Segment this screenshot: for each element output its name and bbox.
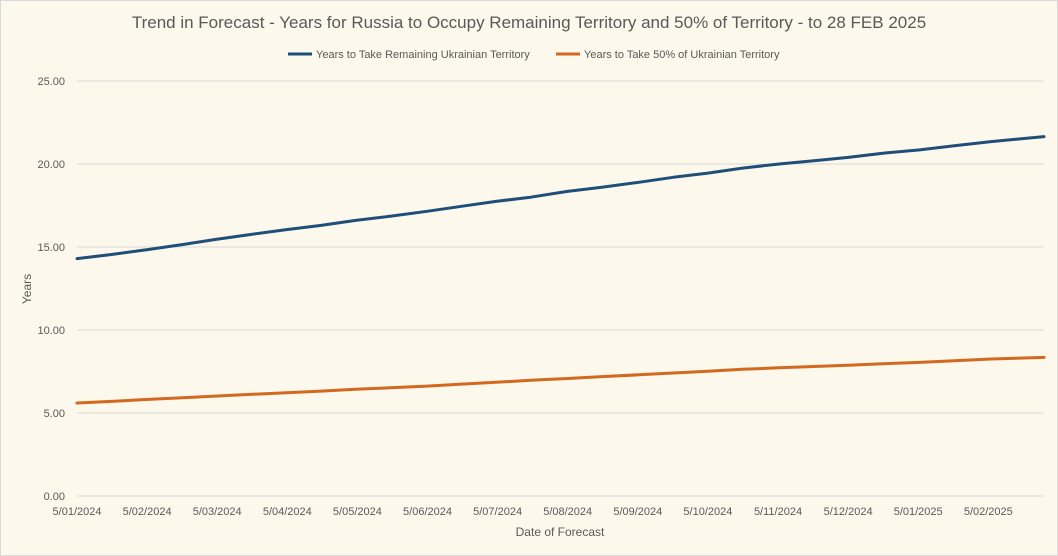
y-tick-label: 15.00 (37, 242, 65, 254)
x-axis-ticks: 5/01/2024 5/02/2024 5/03/2024 5/04/2024 5/05… (53, 506, 1013, 518)
x-axis-title: Date of Forecast (516, 525, 605, 539)
x-tick-label: 5/07/2024 (473, 506, 522, 518)
y-axis-title: Years (20, 274, 34, 304)
series-lines (75, 135, 1046, 405)
x-tick-label: 5/05/2024 (333, 506, 382, 518)
x-tick-label: 5/08/2024 (543, 506, 592, 518)
y-tick-label: 25.00 (37, 76, 65, 88)
y-axis-ticks: 0.00 5.00 10.00 15.00 20.00 25.00 (37, 76, 65, 503)
series-line-0 (75, 135, 1046, 261)
x-tick-label: 5/11/2024 (754, 506, 802, 518)
x-tick-label: 5/02/2024 (123, 506, 172, 518)
x-tick-label: 5/10/2024 (683, 506, 732, 518)
x-tick-label: 5/09/2024 (613, 506, 662, 518)
gridlines (77, 80, 1044, 497)
x-tick-label: 5/06/2024 (403, 506, 452, 518)
y-tick-label: 20.00 (37, 159, 65, 171)
x-tick-label: 5/02/2025 (964, 506, 1013, 518)
y-tick-label: 0.00 (44, 491, 65, 503)
x-tick-label: 5/01/2024 (53, 506, 102, 518)
x-tick-label: 5/12/2024 (824, 506, 873, 518)
legend-label-half: Years to Take 50% of Ukrainian Territory (584, 49, 780, 61)
legend-label-remaining: Years to Take Remaining Ukrainian Territ… (316, 49, 530, 61)
x-tick-label: 5/03/2024 (193, 506, 242, 518)
x-tick-label: 5/04/2024 (263, 506, 312, 518)
y-tick-label: 10.00 (37, 325, 65, 337)
x-tick-label: 5/01/2025 (894, 506, 943, 518)
chart-title: Trend in Forecast - Years for Russia to … (132, 13, 926, 32)
y-tick-label: 5.00 (44, 408, 65, 420)
series-line-1 (75, 355, 1046, 405)
legend: Years to Take Remaining Ukrainian Territ… (288, 49, 780, 61)
